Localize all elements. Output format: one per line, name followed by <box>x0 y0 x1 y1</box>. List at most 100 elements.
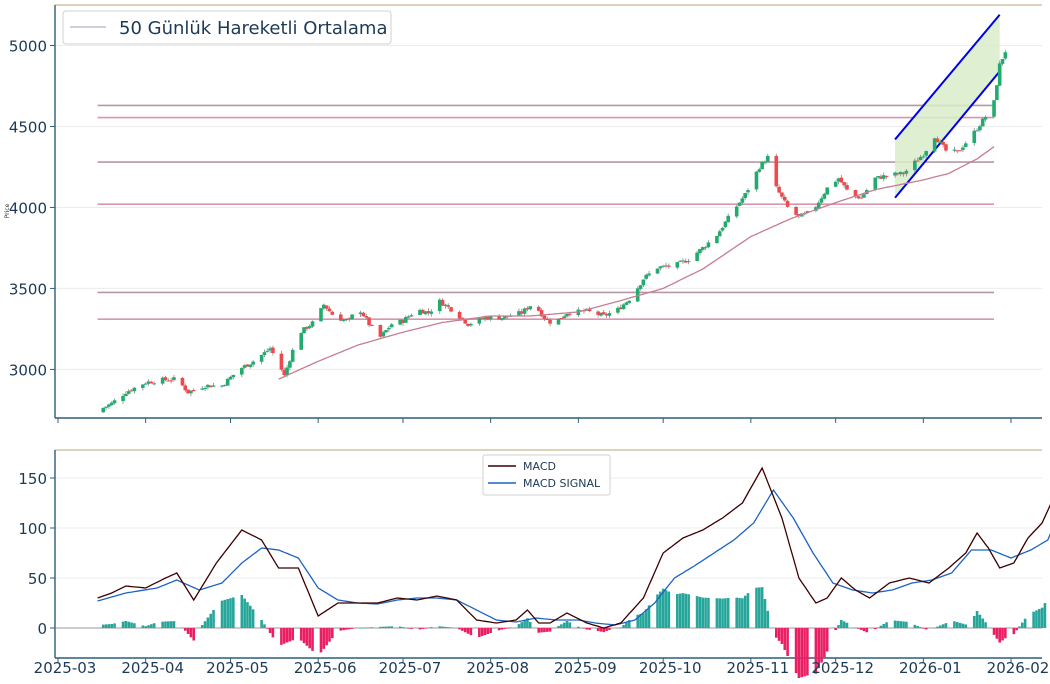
macd-histogram-bar <box>619 627 623 629</box>
candle-body <box>231 374 236 378</box>
macd-histogram-bar <box>390 626 393 628</box>
macd-histogram-bar <box>186 628 190 634</box>
candle-body <box>678 260 682 262</box>
candle-body <box>734 206 739 217</box>
candle-body <box>785 200 790 207</box>
macd-histogram-bar <box>854 627 857 629</box>
candle-body <box>466 323 470 326</box>
candle-body <box>483 317 487 319</box>
macd-histogram-bar <box>582 628 586 629</box>
candle-body <box>548 319 552 324</box>
macd-histogram-bar <box>503 628 507 629</box>
macd-histogram-bar <box>605 628 608 632</box>
macd-histogram-bar <box>873 628 877 630</box>
macd-histogram-bar <box>226 599 229 628</box>
macd-histogram-bar <box>577 626 580 628</box>
candle-body <box>446 305 451 307</box>
macd-histogram-bar <box>964 624 968 628</box>
macd-y-tick-label: 50 <box>28 570 47 588</box>
macd-histogram-bar <box>124 621 128 628</box>
candle-body <box>938 141 943 143</box>
macd-histogram-bar <box>941 624 945 628</box>
macd-histogram-bar <box>834 628 837 630</box>
macd-histogram-bar <box>220 600 224 628</box>
macd-histogram-bar <box>152 623 156 628</box>
candle-body <box>141 384 145 388</box>
candle-body <box>522 308 527 314</box>
macd-y-tick-label: 150 <box>18 470 47 488</box>
macd-histogram-bar <box>627 620 631 628</box>
candle-body <box>440 300 445 306</box>
macd-histogram-bar <box>364 627 368 629</box>
macd-histogram-bar <box>263 624 266 628</box>
macd-histogram-bar <box>842 621 846 628</box>
candle-body <box>149 381 154 384</box>
macd-histogram-bar <box>1040 607 1044 628</box>
macd-histogram-bar <box>517 624 521 628</box>
candle-body <box>717 231 722 237</box>
macd-histogram-bar <box>981 618 985 628</box>
macd-x-tick-label: 2025-11 <box>726 659 789 677</box>
candle-body <box>200 388 205 390</box>
candle-body <box>389 324 394 328</box>
price-grid <box>56 44 1042 370</box>
channel-upper-line <box>894 14 1001 141</box>
macd-histogram-bar <box>766 610 770 628</box>
macd-x-tick-label: 2025-03 <box>34 659 97 677</box>
candle-body <box>378 324 383 337</box>
macd-histogram-bar <box>1004 628 1007 639</box>
candle-body <box>715 235 719 244</box>
candle-body <box>327 308 332 312</box>
candle-body <box>601 312 606 315</box>
macd-histogram-bar <box>339 628 343 631</box>
macd-histogram-bar <box>463 628 467 633</box>
macd-histogram-bar <box>616 627 620 629</box>
candle-body <box>426 311 431 314</box>
candle-body <box>915 160 920 162</box>
macd-histogram-bar <box>840 620 843 628</box>
candle-body <box>163 377 168 381</box>
candle-body <box>338 314 343 321</box>
macd-histogram-bar <box>251 609 255 628</box>
candle-body <box>384 330 388 333</box>
candle-body <box>647 273 651 276</box>
macd-histogram-bar <box>676 594 679 628</box>
candle-body <box>604 314 609 316</box>
macd-histogram-bar <box>758 587 761 628</box>
macd-histogram-bar <box>325 628 328 646</box>
macd-histogram-bar <box>684 593 688 628</box>
candle-body <box>995 85 999 101</box>
macd-histogram-bar <box>246 602 249 628</box>
candle-body <box>469 323 473 326</box>
candle-body <box>282 369 287 376</box>
macd-histogram-bar <box>664 590 668 628</box>
macd-histogram-bar <box>370 627 374 628</box>
macd-histogram-bar <box>557 626 560 628</box>
macd-histogram-bar <box>916 626 919 628</box>
macd-histogram-bar <box>280 628 283 645</box>
candle-body <box>457 311 462 319</box>
macd-histogram-bar <box>724 598 727 628</box>
macd-histogram-bar <box>783 628 787 650</box>
candle-body <box>132 387 137 392</box>
macd-histogram-bar <box>384 626 388 628</box>
macd-histogram-bar <box>992 628 996 635</box>
candle-body <box>423 311 428 315</box>
candle-body <box>921 156 926 158</box>
macd-line <box>97 466 1050 629</box>
macd-histogram-bar <box>418 628 422 630</box>
candle-body <box>884 175 889 177</box>
candle-body <box>754 171 759 190</box>
macd-histogram-bar <box>602 628 606 633</box>
macd-histogram-bar <box>232 597 235 628</box>
candle-body <box>794 207 798 215</box>
candle-body <box>698 249 702 254</box>
macd-histogram-bar <box>543 628 546 633</box>
macd-histogram-bar <box>458 628 461 630</box>
candle-body <box>862 194 866 198</box>
candle-body <box>896 173 900 175</box>
macd-histogram-bar <box>803 628 806 677</box>
macd-histogram-bar <box>639 613 642 628</box>
macd-histogram-bar <box>367 627 371 629</box>
